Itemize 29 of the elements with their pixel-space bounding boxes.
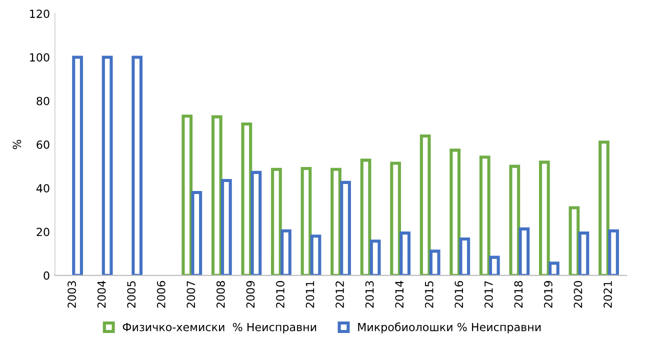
x-tick-label: 2007 bbox=[186, 281, 196, 308]
x-tick-label: 2010 bbox=[276, 281, 284, 308]
x-tick-label: 2016 bbox=[454, 280, 464, 308]
x-tick-label: 2021 bbox=[604, 281, 612, 308]
x-tick-label: 2011 bbox=[306, 281, 314, 308]
x-tick-label: 2004 bbox=[97, 280, 106, 308]
x-tick-label: 2008 bbox=[216, 281, 225, 308]
x-tick-label: 2018 bbox=[514, 281, 523, 308]
y-tick-label: 100 bbox=[30, 53, 50, 62]
x-tick-label: 2017 bbox=[484, 281, 493, 308]
y-tick-label: 0 bbox=[44, 271, 50, 280]
legend-label: Микробиолошки % Неисправни bbox=[358, 322, 541, 334]
x-tick-label: 2014 bbox=[395, 280, 404, 308]
y-tick-label: 80 bbox=[36, 96, 50, 106]
y-tick-label: 120 bbox=[30, 10, 50, 18]
x-tick-label: 2005 bbox=[127, 281, 136, 308]
legend-label: Физичко-хемиски % Неисправни bbox=[122, 322, 316, 334]
x-tick-label: 2020 bbox=[574, 281, 582, 308]
y-tick-label: 40 bbox=[36, 184, 50, 193]
x-tick-label: 2013 bbox=[365, 281, 374, 308]
x-tick-label: 2012 bbox=[336, 281, 344, 308]
x-tick-label: 2009 bbox=[246, 281, 255, 308]
y-tick-label: 20 bbox=[36, 228, 50, 236]
x-tick-label: 2019 bbox=[544, 281, 552, 308]
y-tick-label: 60 bbox=[36, 140, 50, 149]
x-tick-label: 2003 bbox=[68, 281, 76, 308]
x-tick-label: 2015 bbox=[424, 281, 434, 308]
y-axis-title: % bbox=[12, 140, 22, 150]
x-tick-label: 2006 bbox=[156, 280, 166, 308]
